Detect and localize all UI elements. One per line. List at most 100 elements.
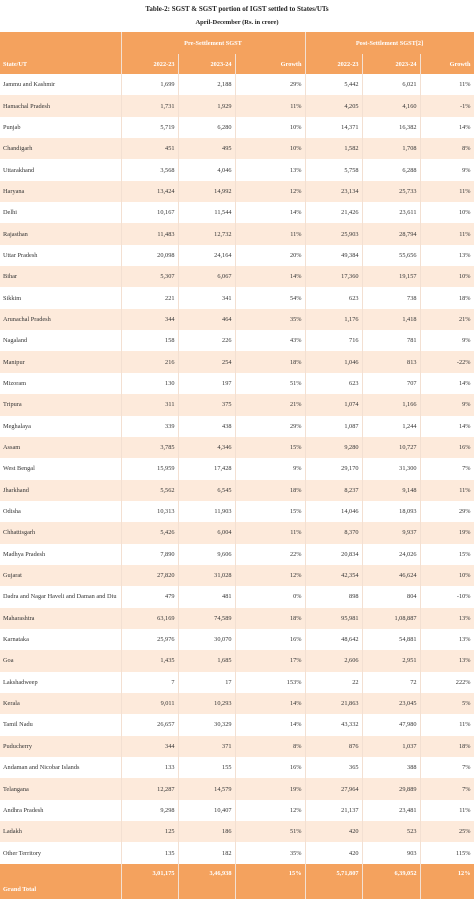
cell: 9,298: [121, 799, 179, 822]
cell: -10%: [420, 586, 474, 608]
cell: 903: [362, 842, 421, 864]
table-row: Hamachal Pradesh 1,731 1,929 11% 4,205 4,160-…: [0, 95, 474, 117]
state-name: Dadra and Nagar Haveli and Daman and Diu: [0, 586, 122, 608]
table-row: Dadra and Nagar Haveli and Daman and Diu…: [0, 586, 474, 608]
state-name: Tamil Nadu: [0, 714, 122, 736]
cell: 28,794: [362, 223, 421, 245]
table-row: Bihar 5,307 6,067 14% 17,360 19,157 10%: [0, 266, 474, 288]
table-row: Jharkhand 5,562 6,545 18% 8,237 9,148 11%: [0, 479, 474, 501]
table-row: Gujarat 27,820 31,028 12% 42,354 46,624 10%: [0, 564, 474, 587]
cell: 15,959: [121, 458, 179, 480]
cell: 17%: [235, 650, 306, 672]
cell: 43%: [235, 330, 306, 352]
cell: 6,067: [178, 266, 236, 288]
cell: 18,093: [362, 500, 421, 523]
cell: 4,346: [178, 436, 236, 459]
cell: 18%: [235, 607, 306, 629]
column-header: 2023-24: [362, 54, 421, 74]
table-row: Uttarakhand 3,568 4,046 13% 5,758 6,288 9%: [0, 159, 474, 181]
cell: 125: [121, 821, 179, 843]
cell: 9%: [235, 458, 306, 480]
cell: 9,280: [305, 436, 363, 459]
cell: 1,685: [178, 650, 236, 672]
cell: 0%: [235, 586, 306, 608]
cell: 49,384: [305, 244, 363, 267]
cell: 10%: [420, 564, 474, 587]
cell: 10,167: [121, 202, 179, 224]
state-name: Ladakh: [0, 821, 122, 843]
cell: 11%: [420, 799, 474, 822]
cell: 47,980: [362, 714, 421, 736]
table-row: Chhattisgarh 5,426 6,004 11% 8,370 9,937 19%: [0, 522, 474, 544]
cell: 523: [362, 821, 421, 843]
cell: 254: [178, 351, 236, 373]
cell: 11%: [420, 223, 474, 245]
table-row: Jammu and Kashmir 1,699 2,188 29% 5,442 6,021…: [0, 74, 474, 96]
cell: 2,188: [178, 74, 236, 96]
state-name: Manipur: [0, 351, 122, 373]
table: Pre-Settlement SGST Post-Settlement SGST…: [0, 32, 474, 899]
column-header: State/UT: [0, 54, 122, 74]
state-name: Hamachal Pradesh: [0, 95, 122, 117]
cell: 10,727: [362, 436, 421, 459]
cell: 4,160: [362, 95, 421, 117]
cell: 898: [305, 586, 363, 608]
cell: 15%: [420, 543, 474, 565]
cell: 51%: [235, 821, 306, 843]
cell: 10%: [420, 266, 474, 288]
state-name: Uttar Pradesh: [0, 244, 122, 267]
cell: 5,307: [121, 266, 179, 288]
cell: 25,733: [362, 180, 421, 203]
total-cell: 3,01,175: [121, 863, 179, 899]
table-row: Punjab 5,719 6,280 10% 14,371 16,382 14%: [0, 116, 474, 139]
cell: 1,074: [305, 394, 363, 416]
cell: 197: [178, 372, 236, 395]
cell: 14,046: [305, 500, 363, 523]
cell: 14%: [235, 714, 306, 736]
cell: 9%: [420, 330, 474, 352]
table-row: Uttar Pradesh 20,098 24,164 20% 49,384 55,656…: [0, 244, 474, 267]
cell: 27,964: [305, 778, 363, 800]
cell: 13%: [420, 650, 474, 672]
cell: 43,332: [305, 714, 363, 736]
cell: 420: [305, 821, 363, 843]
cell: 16,382: [362, 116, 421, 139]
cell: 27,820: [121, 564, 179, 587]
state-name: Nagaland: [0, 330, 122, 352]
cell: 21,137: [305, 799, 363, 822]
cell: 42,354: [305, 564, 363, 587]
cell: 623: [305, 372, 363, 395]
cell: 25,976: [121, 628, 179, 651]
cell: 13%: [235, 159, 306, 181]
table-row: West Bengal 15,959 17,428 9% 29,170 31,300 7%: [0, 458, 474, 480]
table-row: Ladakh 125 186 51% 420 523 25%: [0, 821, 474, 843]
cell: 31,300: [362, 458, 421, 480]
column-header: 2023-24: [178, 54, 236, 74]
cell: 74,589: [178, 607, 236, 629]
cell: 115%: [420, 842, 474, 864]
cell: 481: [178, 586, 236, 608]
cell: 344: [121, 308, 179, 331]
cell: 11%: [235, 95, 306, 117]
cell: 495: [178, 138, 236, 160]
cell: 11%: [420, 180, 474, 203]
cell: 18%: [235, 479, 306, 501]
cell: 14%: [235, 202, 306, 224]
cell: 1,708: [362, 138, 421, 160]
table-row: Odisha 10,313 11,903 15% 14,046 18,093 29%: [0, 500, 474, 523]
table-row: Chandigarh 451 495 10% 1,582 1,708 8%: [0, 138, 474, 160]
state-name: Punjab: [0, 116, 122, 139]
cell: 11,483: [121, 223, 179, 245]
cell: 9,148: [362, 479, 421, 501]
cell: 1,418: [362, 308, 421, 331]
cell: 30,329: [178, 714, 236, 736]
state-name: Delhi: [0, 202, 122, 224]
cell: 19,157: [362, 266, 421, 288]
state-name: Assam: [0, 436, 122, 459]
total-label: Grand Total: [0, 863, 122, 899]
cell: 11%: [420, 479, 474, 501]
cell: 22: [305, 671, 363, 693]
cell: 1,037: [362, 735, 421, 757]
cell: 222%: [420, 671, 474, 693]
cell: 21%: [420, 308, 474, 331]
